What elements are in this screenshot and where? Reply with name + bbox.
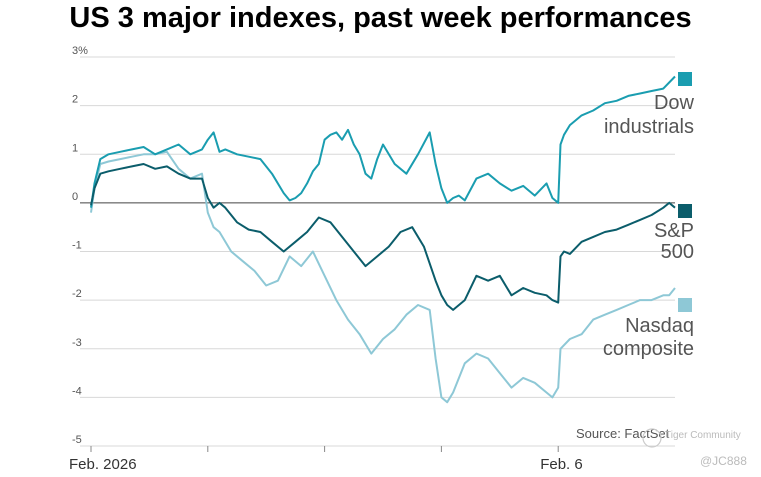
series-label: industrials bbox=[604, 116, 694, 138]
x-tick-label: Feb. 2026 bbox=[69, 456, 137, 473]
series-label: Dow bbox=[654, 92, 695, 114]
y-tick-label: -3 bbox=[72, 337, 82, 349]
series-line-1 bbox=[90, 163, 676, 311]
y-tick-label: 2 bbox=[72, 94, 78, 106]
y-tick-label: 3% bbox=[72, 45, 88, 57]
series-line-0 bbox=[90, 75, 676, 208]
chart-title: US 3 major indexes, past week performanc… bbox=[69, 2, 692, 34]
watermark-logo-icon bbox=[642, 428, 662, 448]
y-tick-label: 1 bbox=[72, 142, 78, 154]
series-label: composite bbox=[603, 338, 694, 360]
y-tick-label: 0 bbox=[72, 191, 78, 203]
series-label: Nasdaq bbox=[625, 315, 694, 337]
y-tick-label: -4 bbox=[72, 385, 82, 397]
legend-swatch bbox=[678, 204, 692, 218]
y-tick-label: -1 bbox=[72, 240, 82, 252]
x-tick-label: Feb. 6 bbox=[540, 456, 583, 473]
series-label: 500 bbox=[661, 241, 694, 263]
legend-swatch bbox=[678, 298, 692, 312]
source-note: Source: FactSet bbox=[576, 426, 670, 441]
watermark-handle: @JC888 bbox=[700, 454, 747, 468]
series-label: S&P bbox=[654, 220, 694, 242]
series-line-2 bbox=[90, 150, 676, 404]
y-tick-label: -5 bbox=[72, 434, 82, 446]
watermark-community: Tiger Community bbox=[665, 430, 741, 441]
legend-swatch bbox=[678, 72, 692, 86]
y-tick-label: -2 bbox=[72, 288, 82, 300]
